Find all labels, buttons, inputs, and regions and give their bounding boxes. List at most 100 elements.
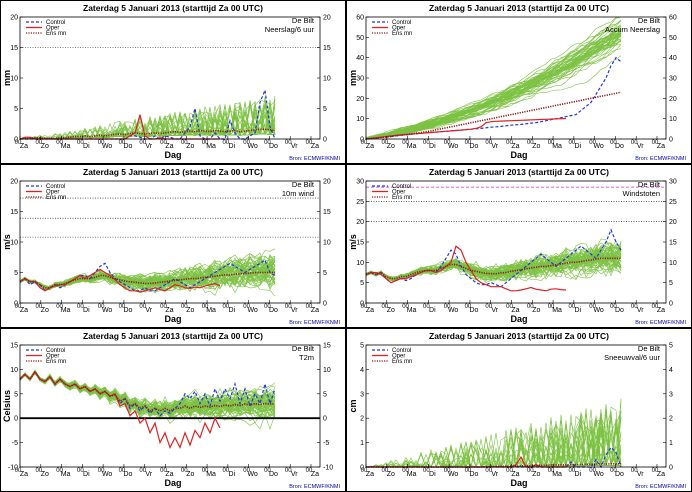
station-label: De Bilt (292, 344, 315, 353)
x-hour-label: 00 (223, 468, 230, 474)
y-tick-label-left: 0 (14, 416, 18, 423)
x-day-label: Di (575, 143, 582, 150)
y-tick-label-left: 0 (360, 137, 364, 144)
y-tick-label-right: -5 (323, 440, 329, 447)
x-day-label: Zo (532, 307, 540, 314)
x-day-label: Ma (61, 471, 71, 478)
series-line-oper (19, 370, 221, 450)
series-line-ens-mn (365, 91, 622, 140)
x-day-label: Za (20, 471, 28, 478)
x-day-label: Di (575, 307, 582, 314)
y-tick-label-left: 5 (14, 391, 18, 398)
y-tick-label-left: 5 (360, 343, 364, 350)
x-hour-label: 00 (243, 304, 250, 310)
x-hour-label: 00 (98, 140, 105, 146)
x-hour-label: 00 (423, 468, 430, 474)
x-hour-label: 00 (285, 140, 292, 146)
x-day-label: Wo (593, 307, 603, 314)
panel-wind: Zaterdag 5 Januari 2013 (starttijd Za 00… (0, 164, 346, 328)
x-day-label: Do (269, 471, 278, 478)
y-tick-label-right: 5 (669, 280, 673, 287)
x-hour-label: 00 (223, 304, 230, 310)
source-label: Bron: ECMWF/KNMI (635, 320, 686, 326)
legend-label: Ens mn (46, 359, 66, 365)
x-day-label: Vr (637, 143, 644, 150)
legend-label: Control (46, 184, 65, 190)
x-hour-label: 00 (381, 468, 388, 474)
y-tick-label-right: 10 (669, 116, 677, 123)
x-day-label: Vr (491, 143, 498, 150)
legend-label: Ens mn (392, 359, 412, 365)
x-day-label: Vr (491, 471, 498, 478)
x-hour-label: 00 (285, 304, 292, 310)
x-day-label: Do (123, 143, 132, 150)
x-day-label: Za (511, 471, 519, 478)
y-tick-label-left: -5 (12, 440, 18, 447)
y-tick-label-left: 4 (360, 367, 364, 374)
x-day-label: Do (469, 143, 478, 150)
source-label: Bron: ECMWF/KNMI (289, 320, 340, 326)
x-day-label: Vr (145, 471, 152, 478)
series-line-control (19, 259, 276, 292)
x-day-label: Ma (552, 307, 562, 314)
y-tick-label-left: 5 (14, 270, 18, 277)
x-day-label: Zo (387, 307, 395, 314)
x-day-label: Za (366, 143, 374, 150)
chart-accum-neerslag: Zaterdag 5 Januari 2013 (starttijd Za 00… (346, 0, 692, 164)
y-tick-label-left: 15 (356, 240, 364, 247)
y-tick-label-left: 60 (356, 15, 364, 22)
x-day-label: Zo (186, 307, 194, 314)
x-hour-label: 00 (548, 140, 555, 146)
x-hour-label: 00 (589, 304, 596, 310)
x-day-label: Ma (407, 471, 417, 478)
x-day-label: Za (366, 307, 374, 314)
x-hour-label: 00 (485, 468, 492, 474)
x-hour-label: 00 (139, 304, 146, 310)
series-line-oper (365, 245, 567, 292)
x-hour-label: 00 (444, 468, 451, 474)
x-day-label: Do (123, 307, 132, 314)
x-hour-label: 00 (652, 468, 659, 474)
x-hour-label: 00 (119, 468, 126, 474)
x-day-label: Do (469, 471, 478, 478)
y-tick-label-left: 30 (356, 179, 364, 186)
x-day-label: Za (311, 143, 319, 150)
x-hour-label: 00 (223, 140, 230, 146)
y-tick-label-right: 5 (323, 391, 327, 398)
y-tick-label-left: 15 (10, 343, 18, 350)
x-day-label: Wo (247, 471, 257, 478)
ensemble-member-line (19, 265, 276, 290)
x-day-label: Vr (145, 143, 152, 150)
x-hour-label: 00 (15, 304, 22, 310)
x-day-label: Di (229, 307, 236, 314)
x-day-label: Di (229, 471, 236, 478)
y-axis-label: mm (2, 70, 12, 86)
x-hour-label: 00 (243, 140, 250, 146)
panel-frame (346, 164, 692, 328)
x-hour-label: 00 (381, 304, 388, 310)
x-hour-label: 00 (35, 468, 42, 474)
x-hour-label: 00 (548, 468, 555, 474)
x-hour-label: 00 (631, 140, 638, 146)
series-line-oper (365, 117, 567, 140)
ensemble-member-line (19, 369, 276, 422)
y-tick-label-right: 5 (323, 106, 327, 113)
x-day-label: Di (429, 143, 436, 150)
x-hour-label: 00 (56, 304, 63, 310)
x-day-label: Do (269, 143, 278, 150)
x-day-label: Di (575, 471, 582, 478)
x-day-label: Wo (102, 471, 112, 478)
x-hour-label: 00 (243, 468, 250, 474)
y-tick-label-left: 40 (356, 55, 364, 62)
x-day-label: Ma (552, 143, 562, 150)
y-tick-label-right: 30 (669, 76, 677, 83)
y-tick-label-right: 0 (669, 465, 673, 472)
y-tick-label-right: 10 (323, 367, 331, 374)
x-day-label: Wo (448, 143, 458, 150)
y-tick-label-right: 15 (323, 45, 331, 52)
y-tick-label-left: 0 (360, 301, 364, 308)
x-hour-label: 00 (139, 468, 146, 474)
variable-label: T2m (299, 353, 314, 362)
x-hour-label: 00 (285, 468, 292, 474)
x-hour-label: 00 (610, 304, 617, 310)
